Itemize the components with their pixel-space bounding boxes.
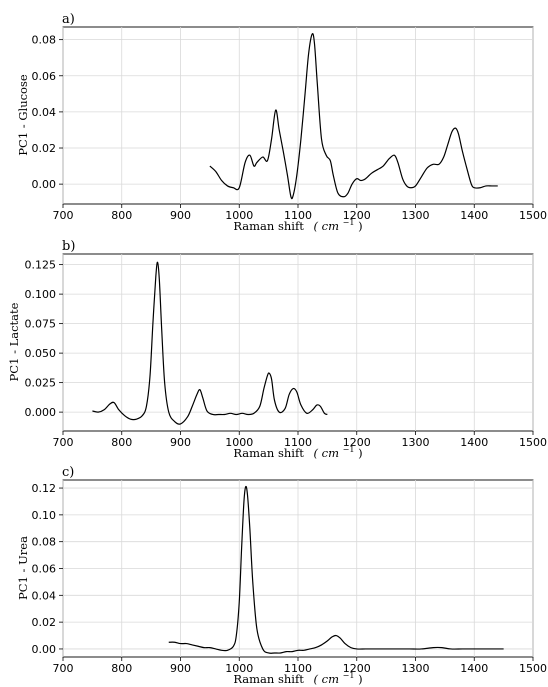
x-tick-label: 1400 xyxy=(460,662,488,675)
y-tick-label: 0.04 xyxy=(32,106,57,119)
x-axis-label-text: Raman shift xyxy=(233,219,304,233)
x-axis-unit: cm xyxy=(322,672,339,686)
x-tick-label: 1400 xyxy=(460,436,488,449)
panel-label: b) xyxy=(62,239,75,254)
y-tick-label: 0.050 xyxy=(25,347,57,360)
x-tick-label: 900 xyxy=(170,209,191,222)
y-tick-label: 0.075 xyxy=(25,318,57,331)
panel-urea: c) 700 800 900 1000 1100 1200 1300 1400 1500 0.0… xyxy=(16,465,547,686)
y-tick-label: 0.025 xyxy=(25,377,57,390)
y-tick-label: 0.06 xyxy=(32,563,57,576)
x-tick-label: 1300 xyxy=(402,436,430,449)
x-tick-label: 1400 xyxy=(460,209,488,222)
y-tick-label: 0.10 xyxy=(32,509,57,522)
x-axis-label-text: Raman shift xyxy=(233,446,304,460)
x-tick-label: 700 xyxy=(53,662,74,675)
y-tick-label: 0.02 xyxy=(32,616,57,629)
x-tick-label: 1300 xyxy=(402,662,430,675)
y-tick-label: 0.000 xyxy=(25,406,57,419)
y-axis-label: PC1 - Glucose xyxy=(16,74,30,156)
x-axis-label-text: Raman shift xyxy=(233,672,304,686)
y-axis-label: PC1 - Urea xyxy=(16,536,30,600)
x-axis-unit: cm xyxy=(322,446,339,460)
x-axis-label: Raman shift ( cm −1 ) xyxy=(233,441,362,460)
x-tick-label: 1500 xyxy=(519,209,547,222)
panel-lactate: b) 700 800 900 1000 1100 1200 1300 1400 1500 0.0… xyxy=(7,239,547,460)
x-axis-label: Raman shift ( cm −1 ) xyxy=(233,667,362,686)
x-tick-label: 700 xyxy=(53,436,74,449)
y-tick-label: 0.100 xyxy=(25,288,57,301)
y-tick-label: 0.08 xyxy=(32,536,57,549)
x-tick-label: 800 xyxy=(111,662,132,675)
x-tick-label: 1200 xyxy=(343,662,371,675)
y-tick-label: 0.00 xyxy=(32,178,57,191)
x-axis-unit-exp: −1 xyxy=(343,671,355,680)
y-axis-label: PC1 - Lactate xyxy=(7,302,21,381)
x-axis-unit-exp: −1 xyxy=(343,445,355,454)
x-tick-label: 1200 xyxy=(343,436,371,449)
x-axis-label: Raman shift ( cm −1 ) xyxy=(233,214,362,233)
x-tick-label: 1000 xyxy=(225,209,253,222)
panel-label: a) xyxy=(62,12,75,27)
x-tick-label: 700 xyxy=(53,209,74,222)
x-tick-label: 900 xyxy=(170,436,191,449)
x-tick-label: 800 xyxy=(111,209,132,222)
y-tick-label: 0.125 xyxy=(25,259,57,272)
x-tick-label: 1000 xyxy=(225,662,253,675)
y-tick-label: 0.04 xyxy=(32,589,57,602)
y-tick-label: 0.00 xyxy=(32,643,57,656)
x-tick-label: 900 xyxy=(170,662,191,675)
x-axis-unit: cm xyxy=(322,219,339,233)
y-tick-label: 0.08 xyxy=(32,34,57,47)
x-tick-label: 800 xyxy=(111,436,132,449)
x-tick-label: 1500 xyxy=(519,436,547,449)
x-tick-label: 1000 xyxy=(225,436,253,449)
spectrum-line xyxy=(168,485,504,654)
y-tick-label: 0.02 xyxy=(32,142,57,155)
x-tick-label: 1100 xyxy=(284,662,312,675)
spectrum-line xyxy=(92,261,328,425)
x-tick-label: 1500 xyxy=(519,662,547,675)
panel-glucose: a) 700 800 900 1000 1100 1200 1300 1400 1500 0.0… xyxy=(16,12,547,233)
spectrum-line xyxy=(209,33,498,200)
x-axis-unit-exp: −1 xyxy=(343,218,355,227)
x-tick-label: 1300 xyxy=(402,209,430,222)
x-tick-label: 1100 xyxy=(284,436,312,449)
x-tick-label: 1200 xyxy=(343,209,371,222)
panel-label: c) xyxy=(62,465,74,480)
y-tick-label: 0.06 xyxy=(32,70,57,83)
y-tick-label: 0.12 xyxy=(32,482,57,495)
x-tick-label: 1100 xyxy=(284,209,312,222)
